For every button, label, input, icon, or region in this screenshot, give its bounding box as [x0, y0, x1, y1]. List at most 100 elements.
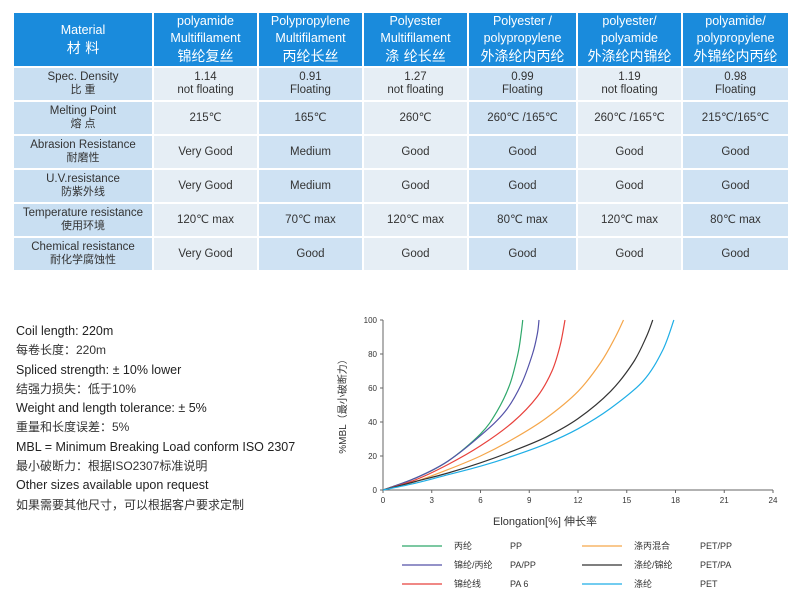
column-header: polyester/ polyamide 外涤纶内锦纶: [578, 13, 681, 66]
y-tick-label: 100: [364, 316, 378, 325]
y-tick-label: 80: [368, 350, 377, 359]
series-line: [382, 319, 654, 491]
note-line: 最小破断力：根据ISO2307标准说明: [16, 459, 208, 474]
column-header-cn: 外涤纶内锦纶: [587, 49, 672, 65]
material-spec-table: Material 材 料 polyamide Multifilament 锦纶复丝 Po…: [12, 11, 790, 272]
legend-cn-label: 锦纶/丙纶: [454, 559, 493, 570]
table-cell: Medium: [259, 136, 362, 168]
table-body: Spec. Density 比 重 1.14 not floating 0.91 Fl…: [14, 68, 788, 270]
table-row: Spec. Density 比 重 1.14 not floating 0.91 Fl…: [14, 68, 788, 100]
row-label-en: Temperature resistance: [22, 207, 144, 219]
table-cell: Very Good: [154, 136, 257, 168]
x-tick-label: 3: [430, 496, 435, 505]
table-header-row: Material 材 料 polyamide Multifilament 锦纶复丝 Po…: [14, 13, 788, 66]
table-cell: Good: [364, 136, 467, 168]
note-line: Weight and length tolerance: ± 5%: [16, 401, 207, 416]
y-tick-label: 40: [368, 418, 377, 427]
x-tick-label: 9: [527, 496, 532, 505]
row-label: Melting Point 熔 点: [14, 102, 152, 134]
series-line: [382, 319, 540, 491]
chart-legend: 丙纶 PP 锦纶/丙纶 PA/PP 锦纶线 PA 6 涤丙混合 PET/PP 涤纶/锦纶 PET/…: [402, 540, 732, 589]
row-label-cn: 熔 点: [70, 118, 96, 130]
x-tick-label: 21: [720, 496, 729, 505]
legend-cn-label: 锦纶线: [454, 578, 481, 589]
legend-cn-label: 丙纶: [454, 540, 472, 551]
table-cell: 0.98 Floating: [683, 68, 788, 100]
note-line: 重量和长度误差：5%: [16, 420, 130, 435]
legend-en-label: PA 6: [510, 579, 528, 589]
row-label-en: Abrasion Resistance: [30, 139, 136, 151]
table-cell: Good: [578, 136, 681, 168]
table-row: Temperature resistance 使用环境 120℃ max 70℃ ma…: [14, 204, 788, 236]
column-header-en: polyamide Multifilament: [170, 14, 241, 45]
row-label: Abrasion Resistance 耐磨性: [14, 136, 152, 168]
series-line: [382, 319, 566, 491]
table-cell: 80℃ max: [683, 204, 788, 236]
row-label-cn: 使用环境: [61, 220, 105, 232]
table-cell: 260℃ /165℃: [578, 102, 681, 134]
y-tick-label: 20: [368, 452, 377, 461]
table-cell: 80℃ max: [469, 204, 576, 236]
legend-cn-label: 涤纶: [634, 578, 652, 589]
x-tick-label: 12: [574, 496, 583, 505]
legend-en-label: PET/PP: [700, 541, 732, 551]
row-label: Chemical resistance 耐化学腐蚀性: [14, 238, 152, 270]
column-header-cn: 外涤纶内丙纶: [480, 49, 565, 65]
table-cell: Medium: [259, 170, 362, 202]
row-label: Spec. Density 比 重: [14, 68, 152, 100]
table-cell: 70℃ max: [259, 204, 362, 236]
table-row: Abrasion Resistance 耐磨性 Very Good Medium Goo…: [14, 136, 788, 168]
table-cell: 165℃: [259, 102, 362, 134]
table-cell: 1.27 not floating: [364, 68, 467, 100]
product-notes: Coil length: 220m 每卷长度：220m Spliced streng…: [16, 322, 346, 515]
table-cell: Good: [578, 238, 681, 270]
table-cell: Good: [469, 136, 576, 168]
column-header-en: polyester/ polyamide: [601, 14, 658, 45]
column-header: Polypropylene Multifilament 丙纶长丝: [259, 13, 362, 66]
note-line: Spliced strength: ± 10% lower: [16, 362, 182, 377]
table-row: Melting Point 熔 点 215℃ 165℃ 260℃ 260℃ /165℃ 26…: [14, 102, 788, 134]
note-line: 结强力损失：低于10%: [16, 381, 137, 396]
note-line: Other sizes available upon request: [16, 478, 209, 493]
table-cell: 120℃ max: [364, 204, 467, 236]
column-header-cn: 丙纶长丝: [282, 49, 339, 65]
table-cell: Good: [683, 238, 788, 270]
table-cell: Good: [469, 238, 576, 270]
table-cell: 260℃ /165℃: [469, 102, 576, 134]
x-tick-label: 0: [381, 496, 386, 505]
legend-en-label: PA/PP: [510, 560, 536, 570]
y-axis-label: %MBL（最小破断力）: [336, 354, 349, 453]
table-cell: Good: [683, 136, 788, 168]
row-label-cn: 比 重: [70, 84, 96, 96]
row-label: Temperature resistance 使用环境: [14, 204, 152, 236]
table-cell: Good: [683, 170, 788, 202]
column-header-en: Polypropylene Multifilament: [270, 14, 351, 45]
row-label-cn: 耐化学腐蚀性: [50, 254, 116, 266]
series-line: [382, 319, 625, 491]
table-cell: 0.99 Floating: [469, 68, 576, 100]
row-label-en: Spec. Density: [47, 71, 119, 83]
column-header-en: polyamide/ polypropylene: [696, 14, 775, 45]
table-cell: Good: [364, 238, 467, 270]
column-header-en: Polyester / polypropylene: [483, 14, 562, 45]
table-cell: Good: [364, 170, 467, 202]
row-label-cn: 耐磨性: [66, 152, 100, 164]
table-cell: Good: [469, 170, 576, 202]
table-cell: Very Good: [154, 170, 257, 202]
column-header: Polyester Multifilament 涤 纶长丝: [364, 13, 467, 66]
table-row: U.V.resistance 防紫外线 Very Good Medium Good Goo…: [14, 170, 788, 202]
legend-en-label: PP: [510, 541, 522, 551]
column-header-cn: 材 料: [66, 40, 100, 57]
x-tick-label: 24: [769, 496, 778, 505]
column-header: Material 材 料: [14, 13, 152, 66]
table-cell: 0.91 Floating: [259, 68, 362, 100]
column-header-en: Material: [60, 22, 106, 37]
legend-cn-label: 涤纶/锦纶: [634, 559, 673, 570]
row-label: U.V.resistance 防紫外线: [14, 170, 152, 202]
row-label-en: U.V.resistance: [46, 173, 120, 185]
series-line: [382, 319, 675, 491]
note-line: MBL = Minimum Breaking Load conform ISO …: [16, 439, 296, 454]
column-header: polyamide/ polypropylene 外锦纶内丙纶: [683, 13, 788, 66]
note-line: 每卷长度：220m: [16, 343, 107, 358]
table-cell: Good: [578, 170, 681, 202]
